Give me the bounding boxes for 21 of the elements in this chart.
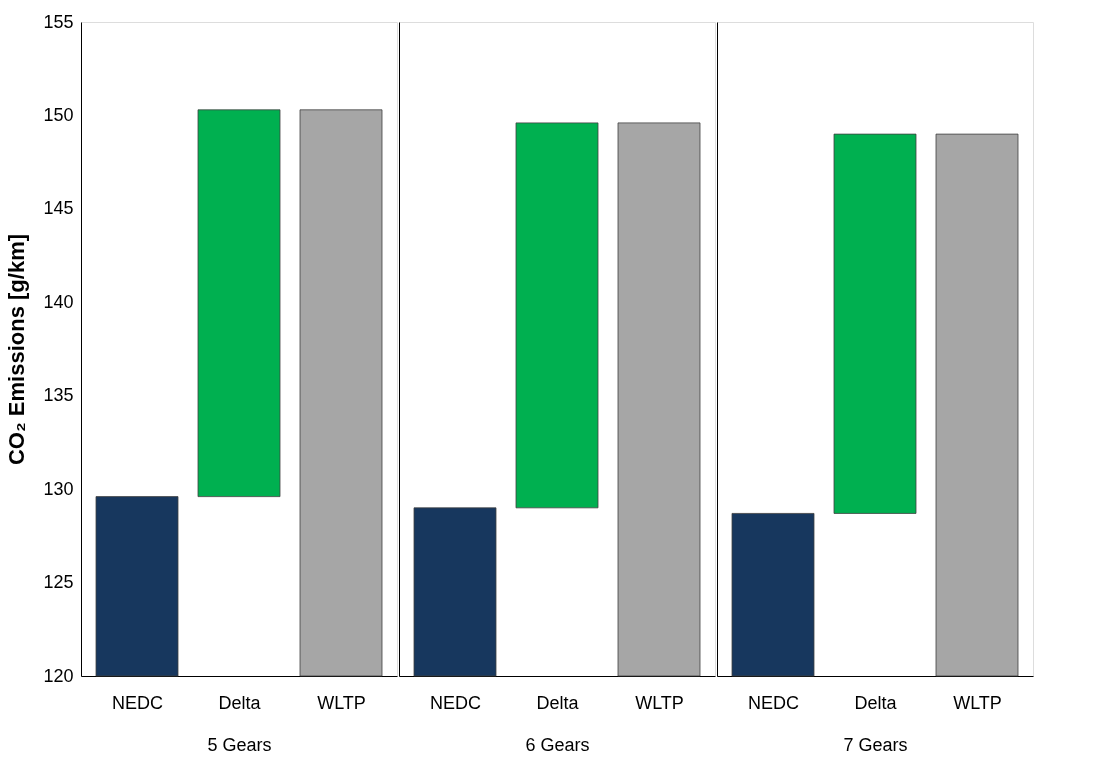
x-tick-label: WLTP <box>635 692 684 713</box>
y-tick-label: 155 <box>43 11 74 32</box>
x-tick-label: NEDC <box>747 692 800 713</box>
x-axis-title: 5 Gears <box>207 734 272 755</box>
y-tick-label: 130 <box>43 478 74 499</box>
x-tick-label: NEDC <box>429 692 482 713</box>
x-axis-title: 6 Gears <box>525 734 590 755</box>
y-tick-label: 150 <box>43 104 74 125</box>
x-tick-label: Delta <box>536 692 580 713</box>
x-axis-title: 7 Gears <box>843 734 908 755</box>
y-tick-label: 125 <box>43 572 74 593</box>
y-tick-label: 140 <box>43 291 74 312</box>
y-tick-label: 135 <box>43 385 74 406</box>
x-tick-label: Delta <box>218 692 262 713</box>
x-tick-label: WLTP <box>317 692 366 713</box>
y-axis-title: CO₂ Emissions [g/km] <box>4 233 30 466</box>
x-tick-label: NEDC <box>111 692 164 713</box>
y-tick-label: 120 <box>43 665 74 686</box>
x-tick-label: Delta <box>854 692 898 713</box>
x-tick-label: WLTP <box>953 692 1002 713</box>
y-tick-label: 145 <box>43 198 74 219</box>
